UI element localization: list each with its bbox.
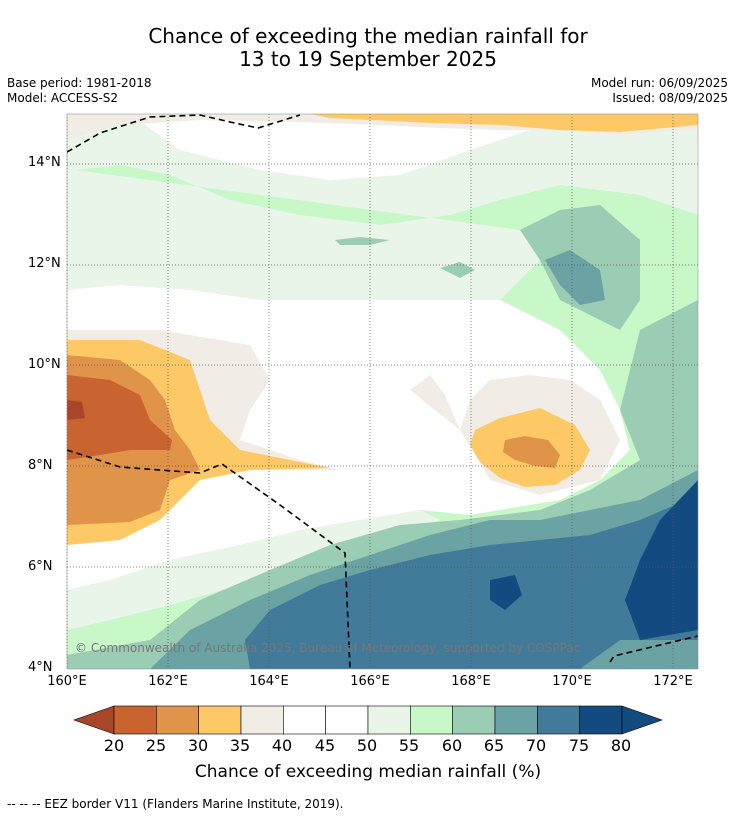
lon-label-160: 160°E	[47, 674, 87, 689]
meta-right: Model run: 06/09/2025 Issued: 08/09/2025	[591, 76, 728, 106]
model-run: Model run: 06/09/2025	[590, 76, 728, 90]
colorbar-cell	[537, 705, 580, 735]
cbar-tick-35: 35	[229, 736, 251, 755]
rainfall-map[interactable]	[0, 100, 736, 680]
colorbar-cell	[283, 705, 326, 735]
band-35-east	[503, 436, 560, 468]
lon-label-166: 166°E	[350, 674, 390, 689]
colorbar-cell	[156, 705, 199, 735]
lat-label-6: 6°N	[28, 559, 53, 574]
map-title-line2: 13 to 19 September 2025	[239, 47, 497, 71]
colorbar-arrow-high	[621, 705, 663, 735]
colorbar-cell	[113, 705, 157, 735]
colorbar-cell	[410, 705, 453, 735]
lon-label-162: 162°E	[148, 674, 188, 689]
colorbar-cell	[367, 705, 411, 735]
lat-label-12: 12°N	[28, 256, 61, 271]
cbar-tick-20: 20	[103, 736, 125, 755]
colorbar-label: Chance of exceeding median rainfall (%)	[194, 762, 542, 782]
cbar-tick-25: 25	[145, 736, 167, 755]
colorbar-cell	[452, 705, 496, 735]
map-frame	[66, 113, 699, 670]
lon-label-170: 170°E	[552, 674, 592, 689]
band-30-west	[67, 375, 172, 460]
colorbar-cell	[494, 705, 538, 735]
issued-date: Issued: 08/09/2025	[612, 91, 728, 105]
cbar-tick-40: 40	[271, 736, 293, 755]
band-75-80-small	[440, 262, 475, 278]
base-period: Base period: 1981-2018	[7, 76, 152, 90]
gridlines	[66, 114, 698, 669]
band-40-45-north-orange	[310, 114, 698, 132]
cbar-tick-80: 80	[610, 736, 632, 755]
lat-label-4: 4°N	[28, 660, 53, 675]
lat-label-8: 8°N	[28, 458, 53, 473]
band-55-60	[67, 510, 440, 630]
cbar-tick-55: 55	[398, 736, 420, 755]
band-75-80-small2	[335, 237, 390, 245]
eez-border	[67, 114, 698, 669]
lon-label-172: 172°E	[653, 674, 693, 689]
lon-label-168: 168°E	[451, 674, 491, 689]
eez-border-legend: -- -- -- EEZ border V11 (Flanders Marine…	[7, 797, 344, 811]
cbar-tick-30: 30	[187, 736, 209, 755]
band-75-80-ne	[545, 250, 605, 305]
cbar-tick-70: 70	[525, 736, 547, 755]
band-above-85-mid	[490, 575, 522, 610]
map-title-line1: Chance of exceeding the median rainfall …	[148, 24, 588, 48]
colorbar-cell	[240, 705, 284, 735]
colorbar-cell	[198, 705, 242, 735]
cbar-tick-60: 60	[441, 736, 463, 755]
band-above-85	[625, 480, 698, 640]
meta-left: Base period: 1981-2018 Model: ACCESS-S2	[7, 76, 152, 106]
lon-label-164: 164°E	[249, 674, 289, 689]
cbar-tick-65: 65	[483, 736, 505, 755]
cbar-tick-45: 45	[314, 736, 336, 755]
colorbar	[73, 705, 663, 735]
lat-label-14: 14°N	[28, 155, 61, 170]
model-name: Model: ACCESS-S2	[7, 91, 119, 105]
band-80-85	[245, 495, 698, 669]
copyright-notice: © Commonwealth of Australia 2025, Bureau…	[75, 641, 581, 655]
lat-label-10: 10°N	[28, 357, 61, 372]
colorbar-cell	[579, 705, 623, 735]
colorbar-arrow-low	[73, 705, 115, 735]
colorbar-cell	[325, 705, 369, 735]
band-25-west	[67, 400, 85, 420]
cbar-tick-50: 50	[356, 736, 378, 755]
cbar-tick-75: 75	[568, 736, 590, 755]
